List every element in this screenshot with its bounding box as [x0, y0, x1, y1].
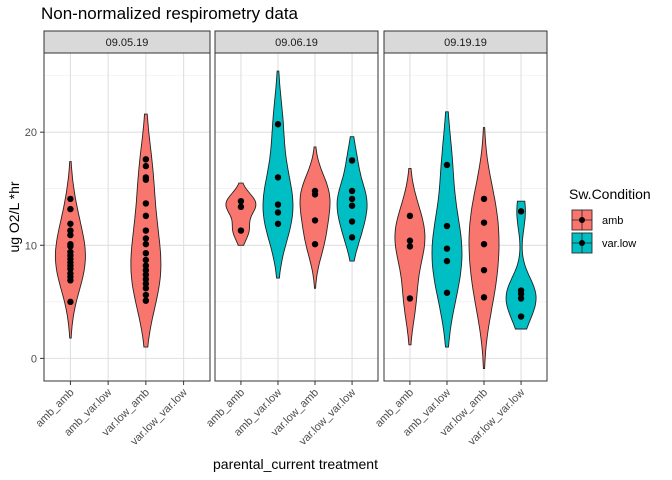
data-point	[142, 291, 150, 299]
data-point	[348, 157, 356, 164]
violin-amb	[394, 167, 426, 346]
data-point	[142, 256, 150, 264]
data-point	[480, 195, 488, 203]
data-point	[443, 245, 451, 252]
data-point	[67, 205, 74, 213]
data-point	[517, 295, 525, 302]
data-point	[67, 277, 74, 284]
facet-label: 09.06.19	[275, 37, 318, 49]
data-point	[237, 227, 245, 234]
data-point	[142, 156, 150, 163]
data-point	[311, 191, 319, 198]
legend-key-point	[579, 240, 585, 246]
data-point	[237, 197, 245, 205]
data-point	[348, 195, 356, 203]
data-point	[142, 266, 150, 274]
data-point	[142, 249, 150, 257]
chart-title: Non-normalized respirometry data	[41, 4, 298, 23]
data-point	[67, 227, 74, 234]
data-point	[348, 234, 356, 241]
data-point	[142, 200, 150, 207]
y-tick-label: 20	[25, 127, 37, 139]
panel-border	[383, 52, 548, 382]
data-point	[274, 121, 282, 128]
data-point	[142, 262, 150, 269]
data-point	[142, 176, 150, 183]
data-point	[142, 162, 150, 170]
violin-amb	[468, 127, 500, 370]
data-point	[443, 289, 451, 296]
data-point	[517, 313, 525, 320]
data-point	[67, 231, 74, 239]
data-point	[237, 203, 245, 211]
data-point	[348, 202, 356, 209]
data-point	[348, 218, 356, 225]
data-point	[142, 276, 150, 283]
facet-label: 09.19.19	[444, 37, 487, 49]
data-point	[517, 208, 525, 215]
data-point	[142, 235, 150, 242]
data-point	[142, 285, 150, 292]
data-point	[67, 220, 74, 227]
data-point	[67, 265, 74, 273]
data-point	[67, 298, 74, 306]
y-axis-title: ug O2/L *hr	[6, 181, 22, 252]
data-point	[274, 174, 282, 181]
data-point	[480, 294, 488, 301]
data-point	[517, 290, 525, 298]
data-point	[443, 257, 451, 265]
data-point	[142, 227, 150, 234]
data-point	[443, 161, 451, 169]
data-point	[274, 201, 282, 208]
data-point	[142, 240, 150, 248]
data-point	[480, 219, 488, 226]
data-point	[406, 295, 414, 302]
violin-var.low	[505, 200, 537, 330]
violin-amb	[225, 182, 257, 246]
data-point	[142, 212, 150, 220]
x-axis-title: parental_current treatment	[213, 456, 378, 472]
data-point	[67, 243, 74, 250]
data-point	[406, 237, 414, 244]
data-point	[443, 222, 451, 230]
panel-border	[43, 52, 211, 382]
y-tick-label: 0	[31, 353, 37, 365]
violin-var.low	[431, 111, 463, 348]
data-point	[67, 195, 74, 203]
legend-key-point	[579, 217, 585, 223]
data-point	[406, 243, 414, 250]
data-point	[480, 266, 488, 274]
data-point	[480, 240, 488, 248]
data-point	[311, 217, 319, 224]
data-point	[142, 271, 150, 278]
data-point	[274, 220, 282, 227]
data-point	[142, 297, 150, 304]
data-point	[274, 209, 282, 216]
y-tick-label: 10	[25, 240, 37, 252]
legend-label: var.low	[602, 238, 636, 250]
data-point	[406, 212, 414, 220]
data-point	[311, 240, 319, 248]
facet-label: 09.05.19	[106, 37, 149, 49]
legend-title: Sw.Condition	[569, 186, 651, 202]
legend-label: amb	[602, 215, 623, 227]
data-point	[142, 280, 150, 287]
data-point	[348, 187, 356, 195]
panel-border	[214, 52, 379, 382]
